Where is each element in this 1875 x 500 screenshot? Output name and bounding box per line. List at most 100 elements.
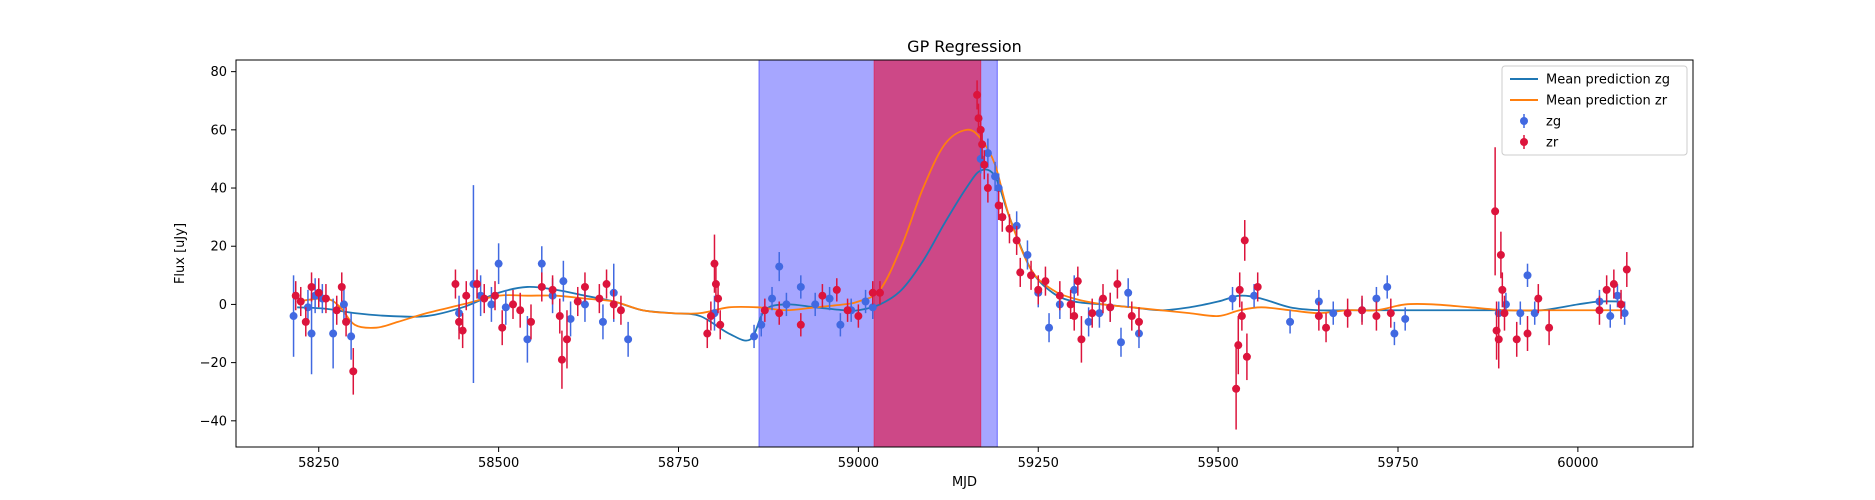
data-point-zr-54 [998,213,1007,222]
data-point-zg-51 [1124,288,1133,297]
data-point-zr-71 [1134,317,1143,326]
data-point-zr-58 [1027,271,1036,280]
data-point-zr-82 [1358,306,1367,315]
data-point-zr-78 [1253,282,1262,291]
data-point-zr-60 [1041,277,1050,286]
data-point-zr-24 [557,355,566,364]
data-point-zr-81 [1343,309,1352,318]
y-axis-ticks: −40 −20 0 20 40 60 80 [200,65,236,429]
data-point-zg-7 [347,332,356,341]
data-point-zr-41 [818,291,827,300]
data-point-zr-43 [843,306,852,315]
legend-label-zg-points: zg [1546,115,1561,130]
data-point-zr-57 [1016,268,1025,277]
data-point-zr-96 [1602,285,1611,294]
x-tick-label-6: 59750 [1377,456,1418,471]
y-tick-label-2: 0 [219,298,227,313]
data-point-zr-29 [602,280,611,289]
data-point-zg-59 [1372,294,1381,303]
data-point-zg-25 [757,320,766,329]
data-point-zr-66 [1088,309,1097,318]
data-point-zr-0 [291,291,300,300]
y-tick-label-6: 80 [210,65,227,80]
data-point-zr-1 [296,297,305,306]
data-point-zr-94 [1545,323,1554,332]
data-point-zg-38 [991,172,1000,181]
data-point-zr-37 [716,320,725,329]
y-tick-label-0: −40 [200,414,227,429]
x-axis-label: MJD [952,475,977,490]
y-tick-label-3: 20 [210,240,227,255]
data-point-zr-44 [854,312,863,321]
y-tick-label-5: 60 [210,123,227,138]
data-point-zr-33 [706,312,715,321]
data-point-zg-17 [559,277,568,286]
series-zr-points [291,80,1631,430]
x-tick-label-3: 59000 [838,456,879,471]
legend-box [1501,65,1688,156]
data-point-zr-15 [480,294,489,303]
data-point-zr-74 [1235,285,1244,294]
data-point-zr-25 [562,335,571,344]
data-point-zg-28 [782,300,791,309]
data-point-zr-65 [1077,335,1086,344]
data-point-zg-31 [825,294,834,303]
data-point-zg-61 [1390,329,1399,338]
data-point-zr-52 [983,184,992,193]
highlight-spans [758,60,998,447]
data-point-zr-51 [980,160,989,169]
data-point-zr-95 [1595,306,1604,315]
data-point-zr-7 [337,282,346,291]
x-tick-label-5: 59500 [1197,456,1238,471]
y-axis-label: Flux [uJy] [173,223,188,284]
x-tick-label-4: 59250 [1018,456,1059,471]
data-point-zr-55 [1005,224,1014,233]
data-point-zr-8 [342,317,351,326]
data-point-zg-44 [1045,323,1054,332]
data-point-zr-26 [573,297,582,306]
data-point-zr-32 [703,329,712,338]
data-point-zg-65 [1516,309,1525,318]
data-point-zg-18 [566,314,575,323]
data-point-zr-99 [1622,265,1631,274]
data-point-zg-20 [598,317,607,326]
data-point-zr-97 [1609,280,1618,289]
legend-swatch-zg-points [1520,114,1528,128]
data-point-zr-80 [1322,323,1331,332]
data-points [289,80,1631,430]
data-point-zr-92 [1523,329,1532,338]
data-point-zg-0 [289,312,298,321]
data-point-zg-47 [1084,317,1093,326]
data-point-zr-53 [994,201,1003,210]
data-point-zg-5 [329,329,338,338]
legend-dot-3 [1520,138,1528,146]
data-point-zg-54 [1250,291,1259,300]
y-tick-label-1: −20 [200,356,227,371]
data-point-zg-67 [1530,309,1539,318]
data-point-zr-4 [314,288,323,297]
data-point-zg-30 [811,300,820,309]
data-point-zr-69 [1113,280,1122,289]
data-point-zr-3 [307,282,316,291]
data-point-zr-85 [1491,207,1500,216]
legend-label-zr-line: Mean prediction zr [1546,94,1668,109]
data-point-zr-36 [714,294,723,303]
data-point-zr-13 [462,291,471,300]
data-point-zg-15 [537,259,546,268]
data-point-zg-14 [523,335,532,344]
data-point-zr-70 [1127,312,1136,321]
data-point-zr-61 [1055,291,1064,300]
data-point-zg-69 [1606,312,1615,321]
data-point-zg-64 [1501,300,1510,309]
data-point-zr-98 [1617,300,1626,309]
data-point-zr-68 [1106,303,1115,312]
data-point-zr-31 [616,306,625,315]
data-point-zg-46 [1070,285,1079,294]
data-point-zr-46 [875,288,884,297]
plot-area-frame [235,59,1694,448]
data-point-zr-90 [1500,309,1509,318]
data-point-zr-16 [491,291,500,300]
x-tick-label-2: 58750 [658,456,699,471]
data-point-zr-88 [1496,250,1505,259]
data-point-zr-34 [710,259,719,268]
